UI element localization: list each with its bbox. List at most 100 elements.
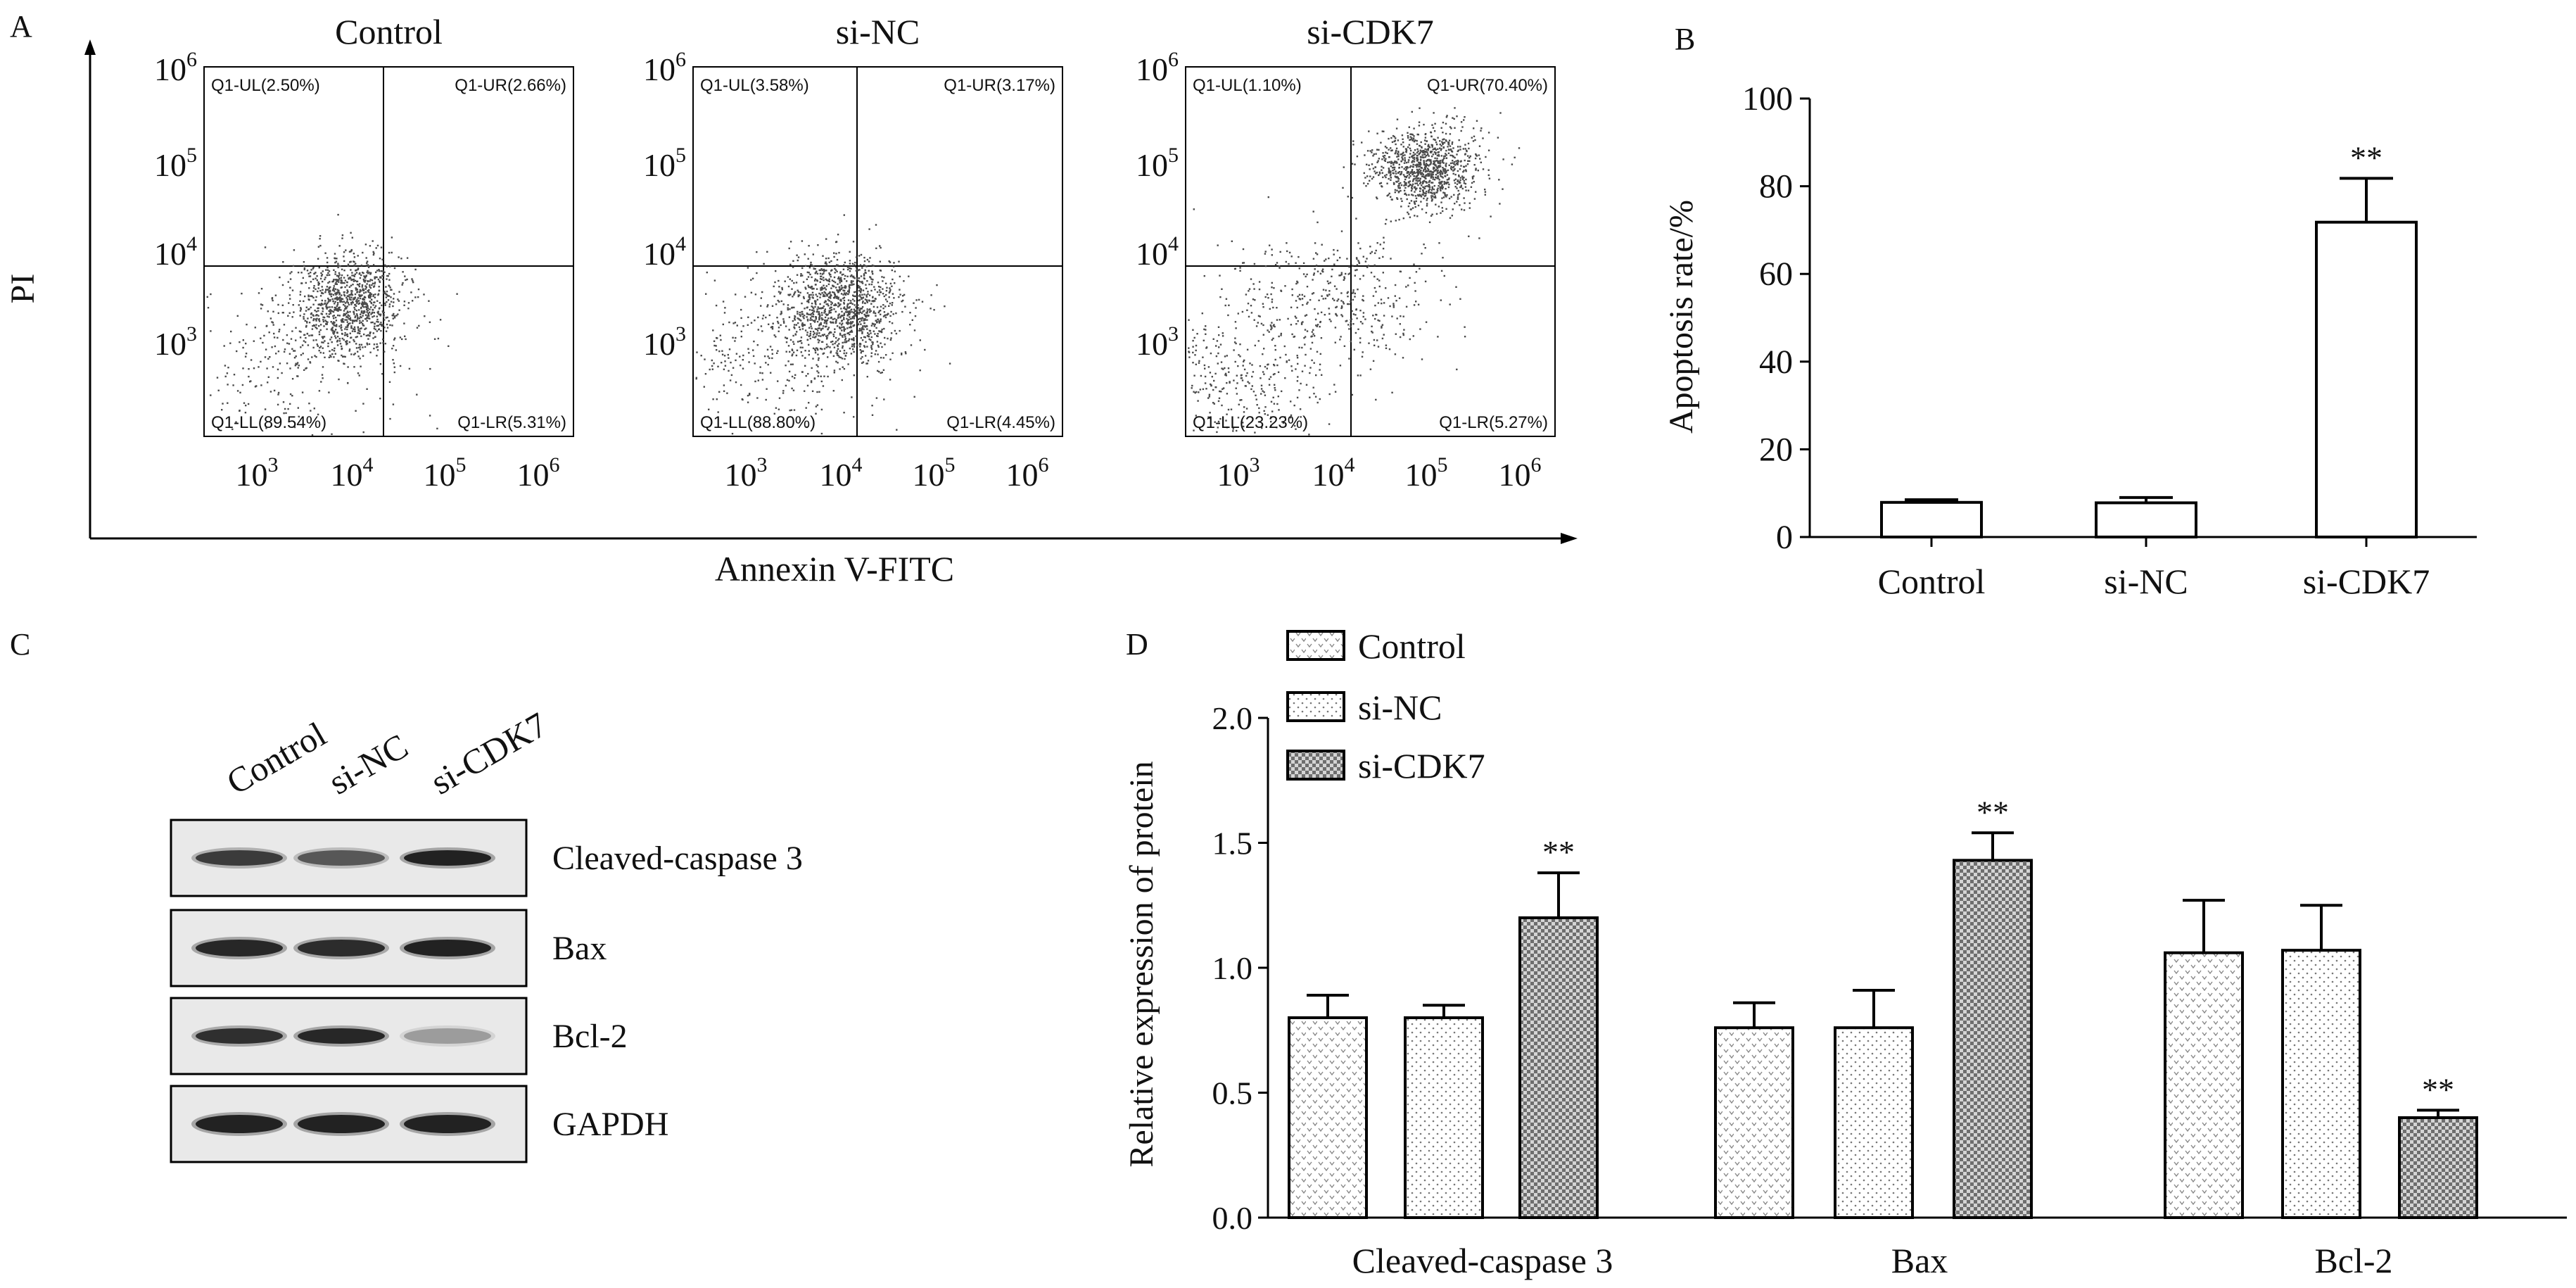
b-y-tick-label: 0 [1776, 519, 1793, 556]
x-tick-label: 103 [236, 453, 279, 493]
blot-protein-label: Bax [552, 930, 607, 967]
dot-plot-frame [692, 66, 1063, 437]
blot-protein-label: GAPDH [552, 1106, 668, 1143]
d-legend-label: si-NC [1358, 688, 1442, 727]
y-tick-label: 103 [643, 322, 686, 362]
panel-d-y-label: Relative expression of protein [1123, 761, 1160, 1167]
panel-d: Relative expression of protein 0.0 0.5 1.0… [1123, 626, 2567, 1280]
b-y-tick-label: 100 [1742, 80, 1793, 118]
quadrant-label-ll: Q1-LL(88.80%) [700, 413, 816, 432]
d-y-tick-label: 0.0 [1212, 1200, 1253, 1236]
blot-band [196, 1115, 283, 1133]
blot-band [298, 1115, 385, 1133]
quadrant-label-lr: Q1-LR(4.45%) [946, 413, 1055, 432]
quadrant-label-ll: Q1-LL(89.54%) [211, 413, 326, 432]
d-legend-item: si-NC [1286, 688, 1442, 727]
d-y-tick-label: 0.5 [1212, 1075, 1253, 1111]
dot-plot: si-NC Q1-UL(3.58%) Q1-UR(3.17%) Q1-LL(88.80… [643, 12, 1063, 493]
x-tick-label: 105 [1405, 453, 1448, 493]
x-tick-label: 105 [424, 453, 467, 493]
dot-plot-frame [1185, 66, 1556, 437]
blot-band [298, 1028, 385, 1044]
quadrant-label-lr: Q1-LR(5.31%) [457, 413, 566, 432]
x-tick-label: 104 [1312, 453, 1355, 493]
d-bar [1834, 1026, 1914, 1219]
blot-band [298, 940, 385, 956]
d-x-tick-label: Cleaved-caspase 3 [1352, 1241, 1613, 1280]
dot-plot-frame [203, 66, 574, 437]
y-tick-label: 104 [643, 232, 686, 272]
d-bar [1714, 1026, 1794, 1219]
blot-row: Bax [170, 909, 607, 987]
panel-a-y-label: PI [4, 274, 42, 304]
blot-band [404, 940, 491, 956]
blot-band-halo [400, 1025, 495, 1047]
b-y-tick-label: 80 [1759, 168, 1793, 206]
x-tick-label: 105 [913, 453, 956, 493]
d-bar [1518, 916, 1599, 1219]
y-tick-label: 106 [1136, 48, 1179, 87]
d-legend-swatch [1286, 691, 1345, 722]
blot-band [298, 850, 385, 866]
d-x-tick-label: Bax [1891, 1241, 1948, 1280]
y-tick-label: 106 [643, 48, 686, 87]
blot-band [404, 850, 491, 866]
d-legend-label: Control [1358, 626, 1466, 666]
blot-band [404, 1115, 491, 1133]
panel-b: Apoptosis rate/% 0 20 40 60 80 100 Control si-N… [1663, 80, 2477, 601]
d-significance: ** [1542, 834, 1575, 870]
d-bar [2164, 951, 2244, 1219]
d-y-tick-label: 1.0 [1212, 950, 1253, 986]
d-legend-label: si-CDK7 [1358, 746, 1485, 785]
panel-a: PI Annexin V-FITC Control Q1-UL(2.50%) Q1-… [4, 12, 1578, 588]
x-tick-label: 104 [820, 453, 863, 493]
blot-protein-label: Bcl-2 [552, 1018, 628, 1055]
dot-plot-title: si-CDK7 [1307, 12, 1434, 51]
b-y-tick-label: 40 [1759, 343, 1793, 381]
y-tick-label: 105 [643, 144, 686, 183]
x-tick-label: 106 [1499, 453, 1542, 493]
d-legend-swatch [1286, 630, 1345, 661]
blot-band [404, 1028, 491, 1044]
quadrant-label-ur: Q1-UR(70.40%) [1427, 76, 1548, 95]
panel-a-x-arrow [1561, 533, 1578, 544]
d-bar [1953, 859, 2033, 1219]
quadrant-label-lr: Q1-LR(5.27%) [1439, 413, 1548, 432]
d-bar [2398, 1116, 2478, 1219]
b-y-tick-label: 20 [1759, 431, 1793, 468]
x-tick-label: 103 [725, 453, 768, 493]
quadrant-label-ur: Q1-UR(2.66%) [455, 76, 566, 95]
y-tick-label: 103 [154, 322, 197, 362]
blot-band [196, 1028, 283, 1044]
d-y-tick-label: 1.5 [1212, 826, 1253, 861]
b-y-tick-label: 60 [1759, 255, 1793, 293]
blot-lane-label: si-CDK7 [424, 705, 554, 802]
panel-label-a: A [10, 9, 32, 44]
blot-lane-label: Control [220, 714, 333, 802]
blot-row: Cleaved-caspase 3 [170, 819, 803, 897]
dot-plot: Control Q1-UL(2.50%) Q1-UR(2.66%) Q1-LL(89.… [154, 12, 574, 493]
quadrant-label-ul: Q1-UL(1.10%) [1193, 76, 1302, 95]
scatter-events [206, 213, 458, 436]
panel-a-x-label: Annexin V-FITC [715, 549, 954, 588]
blot-protein-label: Cleaved-caspase 3 [552, 840, 803, 877]
panel-label-b: B [1675, 22, 1695, 56]
dot-plot-title: Control [335, 12, 443, 51]
b-significance: ** [2350, 139, 2383, 175]
y-tick-label: 105 [154, 144, 197, 183]
quadrant-label-ul: Q1-UL(2.50%) [211, 76, 320, 95]
d-bar [2281, 949, 2361, 1220]
dot-plot: si-CDK7 Q1-UL(1.10%) Q1-UR(70.40%) Q1-LL(23… [1136, 12, 1556, 493]
d-significance: ** [2422, 1071, 2454, 1107]
blot-row: Bcl-2 [170, 997, 628, 1075]
d-x-tick-label: Bcl-2 [2314, 1241, 2392, 1280]
panel-b-y-label: Apoptosis rate/% [1663, 200, 1700, 434]
b-x-tick-label: si-NC [2104, 562, 2188, 601]
b-bar [1880, 500, 1983, 539]
b-x-tick-label: Control [1878, 562, 1986, 601]
d-legend-swatch [1286, 750, 1345, 781]
blot-band [196, 850, 283, 866]
d-legend-item: si-CDK7 [1286, 746, 1485, 785]
blot-row: GAPDH [170, 1085, 668, 1163]
